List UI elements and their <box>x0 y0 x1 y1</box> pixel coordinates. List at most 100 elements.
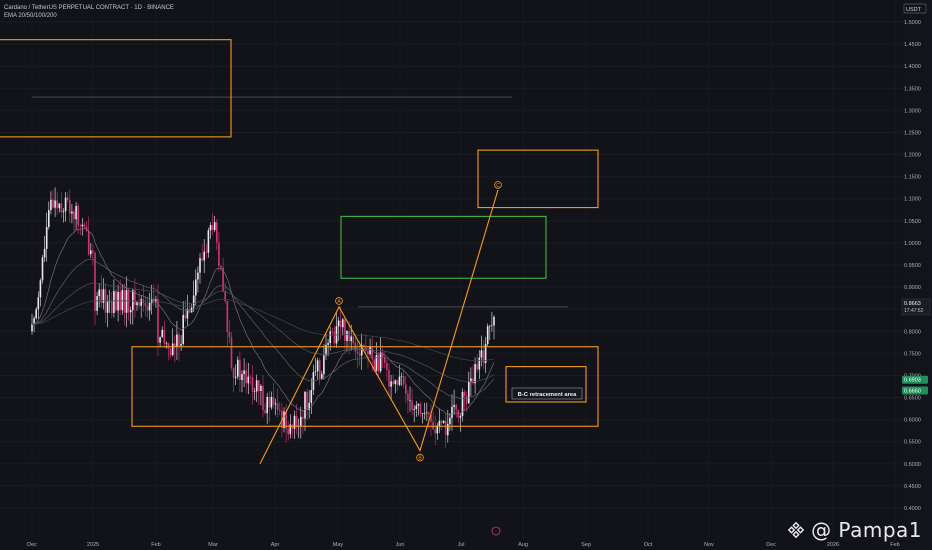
y-tick-label: 1.4500 <box>904 42 921 48</box>
candle-body <box>174 343 176 347</box>
currency-label: USDT <box>906 7 922 13</box>
y-tick-label: 0.6000 <box>904 418 921 424</box>
candle-body <box>48 210 50 227</box>
retracement-label-box <box>511 387 583 400</box>
candle-body <box>186 309 189 319</box>
wave-label-b-circle <box>416 453 424 462</box>
y-tick-label: 0.4000 <box>904 506 921 512</box>
candle-body <box>455 404 457 410</box>
candle-body <box>90 250 92 255</box>
candle-body <box>222 267 224 292</box>
candle-body <box>251 377 254 392</box>
y-tick-label: 0.8000 <box>904 329 921 335</box>
ema-tag-2: 0.6660 <box>904 388 921 394</box>
candle-body <box>33 318 35 325</box>
x-tick-label: May <box>333 542 344 548</box>
y-tick-label: 0.5000 <box>904 462 921 468</box>
candle-body <box>108 300 111 302</box>
candle-body <box>327 342 329 345</box>
candle-body <box>31 324 33 332</box>
abc-wave-line <box>259 189 499 465</box>
candle-body <box>224 291 226 302</box>
current-price-tag <box>901 298 931 316</box>
candle-body <box>176 334 178 347</box>
candle-body <box>125 290 128 313</box>
candle-body <box>121 290 124 311</box>
y-tick-label: 1.4000 <box>904 64 921 70</box>
y-tick-label: 1.3000 <box>904 108 921 114</box>
candle-body <box>39 280 42 298</box>
x-tick-label: 2026 <box>827 542 839 548</box>
current-price-label: 0.8663 <box>904 301 921 307</box>
candle-body <box>476 364 478 370</box>
candle-body <box>188 309 191 313</box>
y-tick-label: 0.9000 <box>904 285 921 291</box>
candle-body <box>264 410 266 414</box>
candle-body <box>442 420 445 423</box>
candle-body <box>43 248 46 258</box>
zone-box <box>340 215 547 279</box>
y-tick-label: 1.2000 <box>904 153 921 159</box>
candle-body <box>342 319 344 328</box>
y-tick-label: 1.2500 <box>904 130 921 136</box>
candle-body <box>472 378 474 384</box>
binance-logo-icon <box>787 521 805 539</box>
candle-body <box>81 224 84 227</box>
candle-body <box>50 199 52 211</box>
candle-body <box>138 302 140 306</box>
x-tick-label: Aug <box>518 542 528 548</box>
candle-body <box>75 205 77 220</box>
candle-body <box>459 415 462 418</box>
x-tick-label: Jul <box>457 542 464 548</box>
candle-body <box>293 415 296 429</box>
y-tick-label: 1.0000 <box>904 241 921 247</box>
author-watermark: @ Pampa1 <box>787 518 922 542</box>
candle-body <box>102 289 105 303</box>
candle-body <box>371 346 373 360</box>
candle-body <box>268 396 271 408</box>
candle-body <box>56 200 58 209</box>
candle-body <box>87 231 90 255</box>
candle-body <box>270 397 273 408</box>
candle-body <box>159 336 161 343</box>
candle-body <box>123 290 126 313</box>
candle-body <box>339 320 342 328</box>
ema-tag-1: 0.6903 <box>904 378 921 384</box>
candle-body <box>432 421 434 430</box>
candle-body <box>266 396 268 414</box>
candle-body <box>155 299 157 303</box>
candle-body <box>398 376 401 385</box>
candle-body <box>106 301 109 313</box>
candle-body <box>402 376 405 385</box>
candle-body <box>207 230 210 253</box>
candle-body <box>407 393 409 401</box>
candle-body <box>415 405 418 410</box>
candle-body <box>302 416 304 419</box>
candle-body <box>220 266 222 268</box>
candle-body <box>321 374 323 379</box>
candle-body <box>163 329 166 344</box>
candle-body <box>394 380 397 385</box>
candle-body <box>96 296 98 311</box>
candle-body <box>285 411 287 429</box>
candle-body <box>384 356 386 363</box>
candle-body <box>171 343 174 356</box>
countdown-label: 17:47:52 <box>904 308 924 314</box>
candle-body <box>260 385 262 392</box>
candle-body <box>491 325 493 327</box>
wave-label-a: A <box>337 299 341 305</box>
candle-body <box>356 351 359 354</box>
candle-body <box>35 309 37 319</box>
x-tick-label: Jun <box>396 542 405 548</box>
candle-body <box>117 292 119 311</box>
candle-body <box>276 403 279 410</box>
candle-body <box>209 225 212 231</box>
candle-body <box>182 314 184 344</box>
candle-body <box>283 411 285 429</box>
candle-body <box>148 302 151 311</box>
candle-body <box>192 295 195 308</box>
candle-body <box>482 350 485 363</box>
candle-body <box>438 420 441 427</box>
candle-body <box>58 203 61 209</box>
